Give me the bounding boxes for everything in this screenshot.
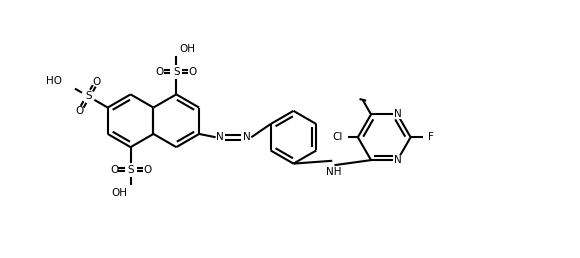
- Text: O: O: [110, 165, 118, 175]
- Text: N: N: [242, 132, 251, 142]
- Text: O: O: [155, 67, 164, 77]
- Text: OH: OH: [112, 188, 128, 198]
- Text: NH: NH: [325, 167, 341, 177]
- Text: S: S: [173, 67, 180, 77]
- Text: N: N: [394, 109, 401, 119]
- Text: O: O: [188, 67, 197, 77]
- Text: O: O: [143, 165, 151, 175]
- Text: F: F: [428, 132, 434, 142]
- Text: O: O: [92, 77, 100, 87]
- Text: OH: OH: [179, 44, 195, 54]
- Text: N: N: [394, 155, 401, 165]
- Text: O: O: [76, 106, 84, 116]
- Text: Cl: Cl: [332, 132, 343, 142]
- Text: S: S: [127, 165, 134, 175]
- Text: S: S: [85, 91, 92, 101]
- Text: HO: HO: [46, 76, 61, 86]
- Text: N: N: [216, 132, 224, 142]
- Bar: [393, 155, 402, 165]
- Bar: [393, 109, 402, 119]
